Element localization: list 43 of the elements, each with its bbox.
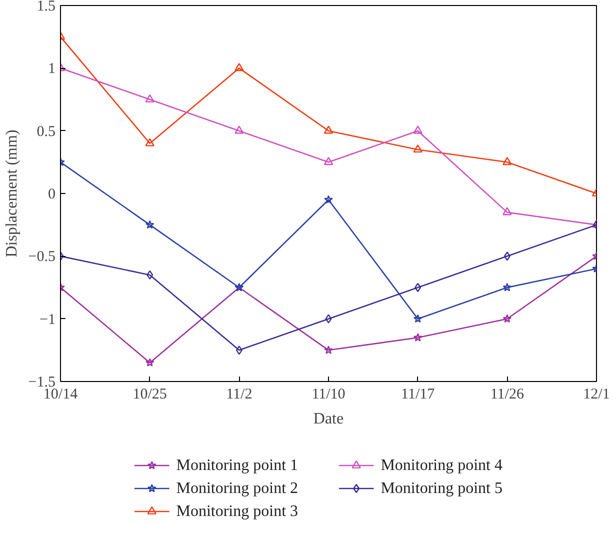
y-tick-label: 1.5 (36, 0, 56, 14)
y-axis-title: Displacement (mm) (3, 130, 20, 258)
point (413, 144, 422, 153)
point (325, 314, 332, 324)
x-tick-label: 10/25 (132, 386, 167, 402)
point (146, 270, 154, 280)
x-axis-title: Date (313, 410, 344, 428)
point (504, 252, 510, 261)
point (234, 126, 244, 134)
point (324, 195, 333, 204)
point (413, 333, 422, 342)
legend-label: Monitoring point 1 (176, 457, 298, 474)
point (145, 138, 154, 146)
x-tick-label: 11/2 (226, 386, 252, 402)
point (502, 156, 512, 166)
y-tick-label: 0.5 (36, 124, 56, 140)
legend-label: Monitoring point 2 (176, 480, 298, 497)
y-tick-label: −1 (40, 312, 56, 328)
point (502, 282, 512, 292)
point (324, 126, 334, 134)
x-tick-label: 11/17 (401, 386, 436, 402)
x-tick-label: 11/10 (312, 386, 346, 402)
legend-label: Monitoring point 4 (380, 457, 502, 474)
point (414, 282, 422, 292)
legend-label: Monitoring point 3 (176, 503, 298, 520)
y-tick-label: 0 (48, 186, 56, 202)
legend-label: Monitoring point 5 (380, 480, 502, 497)
point (413, 126, 422, 134)
x-tick-label: 11/26 (490, 386, 524, 402)
x-tick-label: 12/1 (583, 386, 610, 402)
point (145, 220, 154, 229)
y-tick-label: 1 (48, 61, 56, 78)
point (234, 62, 244, 72)
point (324, 156, 334, 166)
point (324, 346, 333, 354)
point (502, 314, 512, 323)
point (145, 94, 154, 102)
x-tick-label: 10/14 (43, 386, 78, 402)
point (413, 314, 422, 323)
point (236, 346, 242, 355)
point (502, 207, 512, 216)
y-tick-label: −0.5 (28, 249, 56, 266)
point (145, 358, 154, 367)
